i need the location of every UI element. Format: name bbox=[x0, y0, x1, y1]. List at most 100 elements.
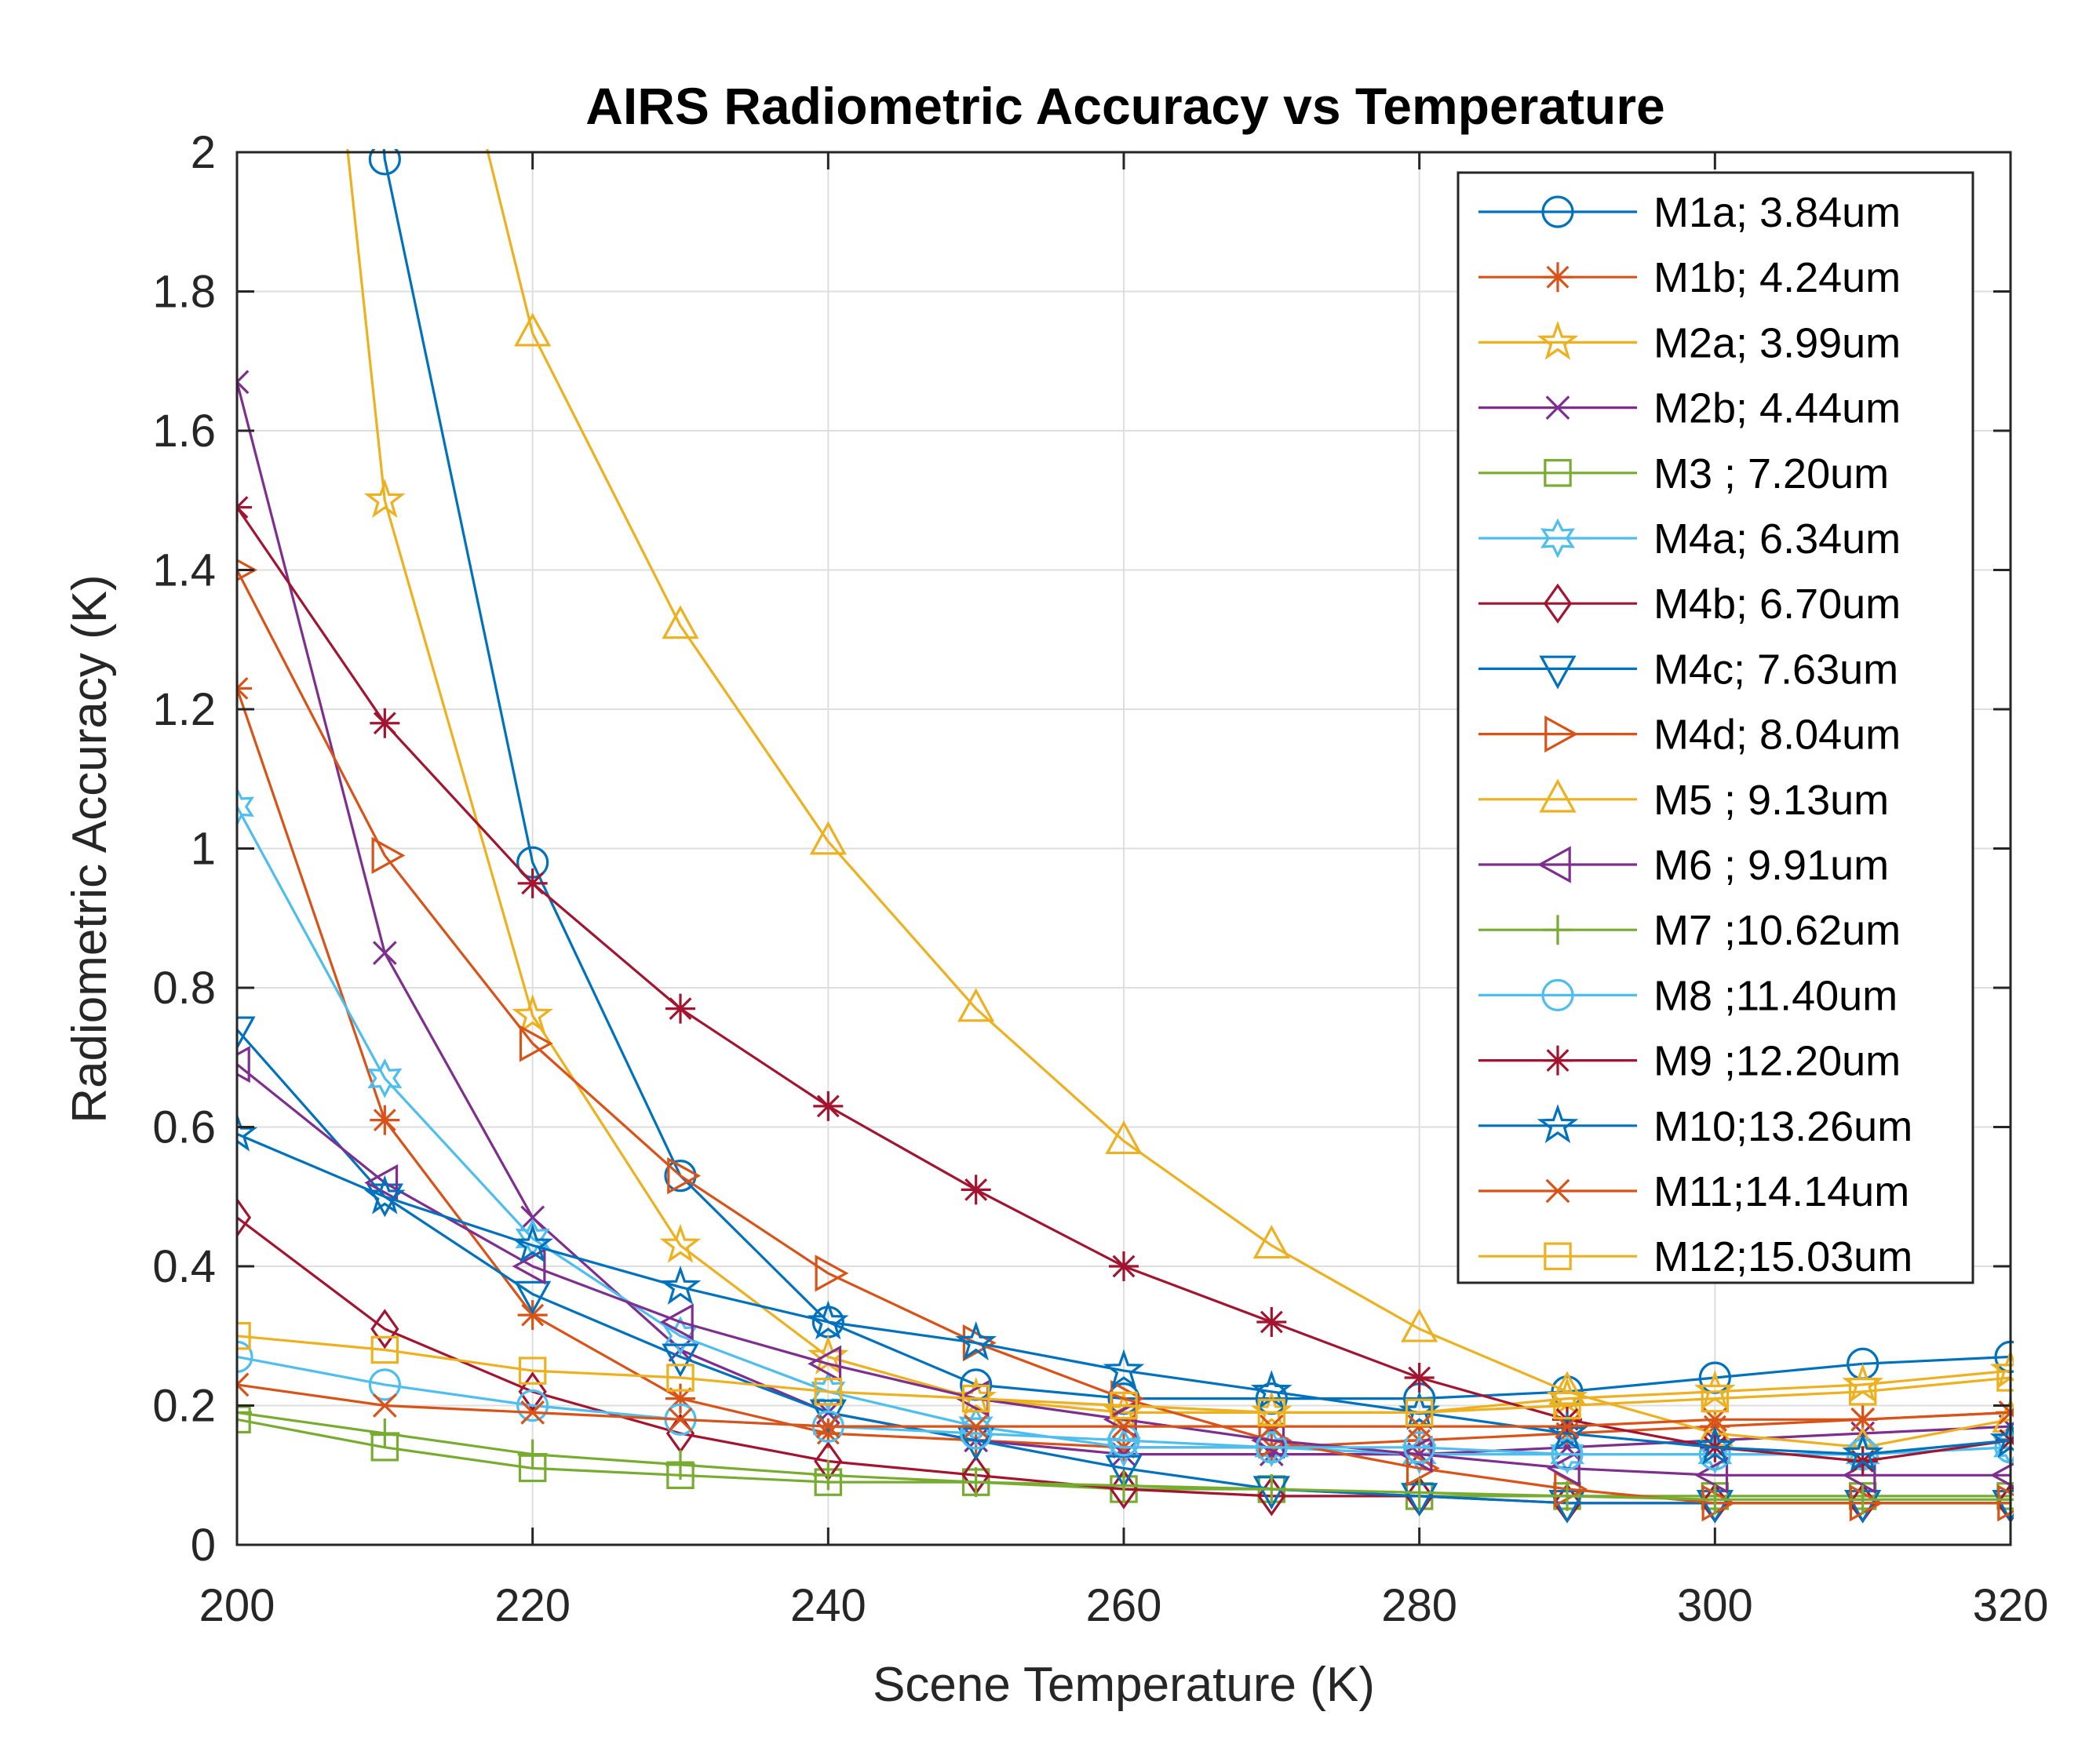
data-point bbox=[659, 1223, 702, 1263]
data-point bbox=[668, 1407, 693, 1432]
data-point bbox=[1700, 1484, 1730, 1515]
x-tick-label: 240 bbox=[790, 1580, 866, 1631]
legend-entries: M1a; 3.84um M1b; 4.24um M2a; 3.99um M2b; 4.… bbox=[1478, 189, 1912, 1280]
legend-label: M6 ; 9.91um bbox=[1653, 842, 1889, 889]
legend-label: M4b; 6.70um bbox=[1653, 581, 1901, 628]
legend-marker bbox=[1543, 1045, 1573, 1076]
data-point bbox=[1546, 1411, 1588, 1451]
series-line bbox=[237, 1132, 2011, 1456]
data-point bbox=[519, 1025, 553, 1062]
data-point bbox=[1694, 1456, 1729, 1494]
data-point bbox=[1252, 1225, 1290, 1259]
data-point bbox=[372, 941, 397, 966]
data-point bbox=[808, 1345, 842, 1382]
data-point bbox=[1405, 1449, 1440, 1487]
data-point bbox=[1850, 1407, 1876, 1432]
data-point bbox=[237, 1016, 256, 1051]
x-tick-label: 320 bbox=[1973, 1580, 2049, 1631]
data-point bbox=[1842, 1456, 1876, 1494]
legend-label: M4c; 7.63um bbox=[1653, 646, 1898, 693]
legend-marker bbox=[1541, 195, 1574, 228]
data-point bbox=[813, 1418, 844, 1448]
data-point bbox=[961, 1174, 991, 1205]
series-line bbox=[237, 1335, 2011, 1415]
y-tick-label: 0.4 bbox=[152, 1241, 216, 1292]
data-point bbox=[368, 149, 401, 176]
data-point bbox=[811, 1371, 846, 1412]
data-point bbox=[1105, 1120, 1143, 1155]
data-point bbox=[237, 786, 254, 827]
data-point bbox=[813, 1460, 844, 1491]
legend-label: M11;14.14um bbox=[1653, 1168, 1909, 1215]
data-point bbox=[955, 1320, 997, 1361]
y-axis-label: Radiometric Accuracy (K) bbox=[63, 574, 117, 1123]
data-point bbox=[363, 479, 406, 519]
legend-entry: M4c; 7.63um bbox=[1478, 646, 1898, 693]
data-point bbox=[514, 1280, 552, 1315]
data-point bbox=[1257, 1398, 1286, 1427]
data-point bbox=[659, 1265, 702, 1306]
legend-marker bbox=[1539, 778, 1577, 813]
data-point bbox=[964, 1414, 989, 1439]
data-point bbox=[517, 1300, 548, 1331]
legend-entry: M12;15.03um bbox=[1478, 1233, 1912, 1280]
data-point bbox=[807, 1300, 849, 1340]
data-point bbox=[1842, 1432, 1884, 1473]
legend-entry: M4d; 8.04um bbox=[1478, 712, 1901, 759]
data-point bbox=[370, 1105, 400, 1135]
data-point bbox=[1548, 1371, 1586, 1405]
series-15 bbox=[237, 1112, 2014, 1473]
legend-marker bbox=[1539, 655, 1577, 690]
data-point bbox=[368, 1368, 401, 1401]
data-point bbox=[958, 1406, 993, 1447]
data-point bbox=[1701, 1484, 1736, 1522]
legend-box bbox=[1457, 171, 1974, 1284]
data-point bbox=[517, 868, 548, 898]
legend-marker bbox=[1537, 1104, 1579, 1144]
data-point bbox=[237, 559, 258, 581]
legend-entry: M11;14.14um bbox=[1478, 1168, 1909, 1215]
legend-label: M1b; 4.24um bbox=[1653, 254, 1901, 301]
y-tick-label: 1.8 bbox=[152, 267, 216, 318]
legend-entry: M5 ; 9.13um bbox=[1478, 777, 1889, 824]
x-tick-label: 200 bbox=[199, 1580, 275, 1631]
data-point bbox=[1109, 1469, 1139, 1510]
data-point bbox=[664, 1160, 697, 1193]
legend-entry: M6 ; 9.91um bbox=[1478, 842, 1889, 889]
legend-label: M2a; 3.99um bbox=[1653, 319, 1901, 366]
data-point bbox=[815, 1255, 849, 1292]
data-point bbox=[659, 1303, 694, 1341]
data-point bbox=[512, 1223, 554, 1263]
data-point bbox=[809, 821, 847, 855]
legend-entry: M4b; 6.70um bbox=[1478, 581, 1901, 628]
legend-label: M7 ;10.62um bbox=[1653, 907, 1901, 954]
data-point bbox=[371, 836, 406, 874]
data-point bbox=[363, 1174, 406, 1215]
data-point bbox=[1109, 1470, 1139, 1501]
legend-label: M1a; 3.84um bbox=[1653, 189, 1901, 236]
legend-label: M5 ; 9.13um bbox=[1653, 777, 1889, 824]
data-point bbox=[1553, 1391, 1581, 1420]
axes: 200 220 240 260 280 300 320 0 0.2 0.4 0.6 0.8 1 1.2 1.… bbox=[152, 127, 2048, 1631]
data-point bbox=[666, 1364, 695, 1392]
y-tick-label: 1.4 bbox=[152, 545, 216, 596]
data-point bbox=[1403, 1431, 1436, 1464]
data-point bbox=[512, 993, 554, 1033]
y-tick-label: 0.6 bbox=[152, 1102, 216, 1153]
x-tick-label: 300 bbox=[1677, 1580, 1753, 1631]
legend-marker bbox=[1543, 262, 1573, 293]
data-point bbox=[662, 1343, 699, 1378]
y-tick-label: 0.2 bbox=[152, 1381, 216, 1432]
legend-label: M4d; 8.04um bbox=[1653, 712, 1901, 759]
data-point bbox=[1110, 1391, 1138, 1420]
legend-entry: M1a; 3.84um bbox=[1478, 189, 1901, 236]
data-point bbox=[1997, 1484, 2014, 1522]
series-12 bbox=[237, 1397, 2014, 1515]
legend-entry: M3 ; 7.20um bbox=[1478, 450, 1889, 497]
data-point bbox=[667, 1157, 702, 1195]
data-point bbox=[1255, 1431, 1288, 1464]
data-point bbox=[662, 605, 699, 639]
data-point bbox=[1404, 1477, 1435, 1508]
data-point bbox=[1407, 1414, 1432, 1439]
data-point bbox=[814, 1377, 843, 1406]
